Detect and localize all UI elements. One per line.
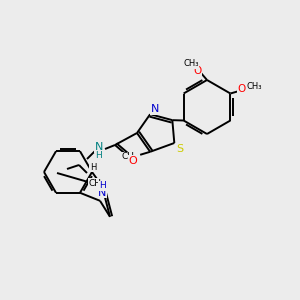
Text: CH₃: CH₃ [247, 82, 262, 91]
Text: N: N [98, 188, 106, 198]
Text: CH₃: CH₃ [183, 59, 199, 68]
Text: CH₃: CH₃ [122, 152, 139, 161]
Text: O: O [129, 156, 137, 166]
Text: H: H [99, 181, 105, 190]
Text: O: O [193, 66, 201, 76]
Text: N: N [95, 142, 103, 152]
Text: O: O [237, 85, 245, 94]
Text: H: H [90, 163, 96, 172]
Text: N: N [151, 104, 159, 114]
Text: S: S [176, 144, 183, 154]
Text: H: H [96, 151, 102, 160]
Text: CH₃: CH₃ [89, 178, 105, 188]
